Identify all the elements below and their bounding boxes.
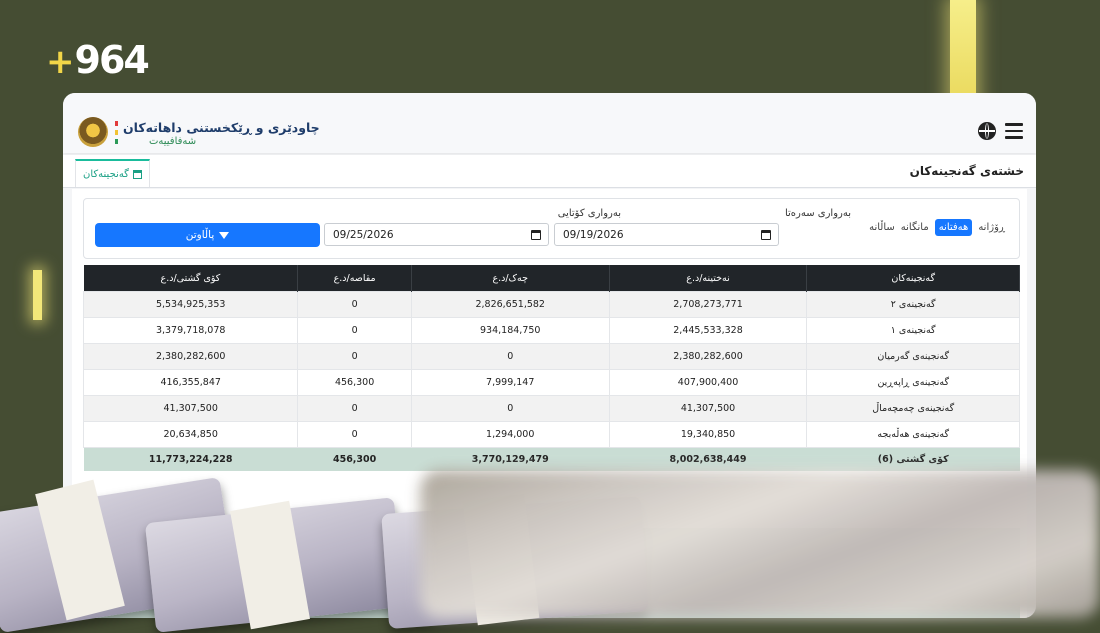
language-globe-icon[interactable] (978, 122, 996, 140)
table-cell: 0 (410, 343, 610, 370)
filter-button[interactable]: پاڵاوتن (95, 223, 320, 247)
period-monthly[interactable]: مانگانە (900, 222, 929, 233)
table-cell: 7,999,147 (410, 369, 610, 396)
table-cell: 0 (297, 343, 412, 370)
table-cell: 0 (410, 395, 610, 422)
hamburger-menu-icon[interactable] (1005, 123, 1023, 139)
start-date-label: بەرواری سەرەتا (784, 208, 851, 219)
background-light-streak (950, 0, 976, 110)
app-header: چاودێری و ڕێکخستنی داهاتەکان شەفافییەت (63, 93, 1036, 153)
table-row: گەنجینەی هەڵەبجە 19,340,850 1,294,000 0 20,6… (82, 421, 1020, 448)
table-row: گەنجینەی گەرمیان 2,380,282,600 0 0 2,380,282… (82, 343, 1020, 370)
kurdistan-emblem-icon (78, 117, 108, 147)
table-cell: گەنجینەی ٢ (806, 291, 1020, 318)
table-row: گەنجینەی ٢ 2,708,273,771 2,826,651,582 0 5,5… (82, 291, 1020, 318)
table-cell: 2,380,282,600 (608, 343, 808, 370)
table-cell: 2,445,533,328 (608, 317, 808, 344)
table-cell: 934,184,750 (410, 317, 610, 344)
table-cell: 0 (297, 291, 412, 318)
table-cell: 2,380,282,600 (82, 343, 299, 370)
period-selector: ڕۆژانە هەفتانە مانگانە ساڵانە (869, 219, 1005, 236)
table-cell: 3,770,129,479 (411, 447, 610, 471)
start-date-input[interactable]: 09/19/2026 (554, 223, 779, 246)
table-cell: 1,294,000 (410, 421, 610, 448)
table-row: گەنجینەی چەمچەماڵ 41,307,500 0 0 41,307,500 (82, 395, 1020, 422)
table-cell: 0 (297, 317, 412, 344)
background-light-streak-left (33, 270, 42, 320)
table-cell: 5,534,925,353 (82, 291, 299, 318)
table-cell: 407,900,400 (608, 369, 808, 396)
table-cell: گەنجینەی ١ (806, 317, 1020, 344)
table-cell: کۆی گشتی (6) (806, 447, 1020, 471)
table-cell: 41,307,500 (82, 395, 299, 422)
calendar-icon[interactable] (531, 230, 541, 240)
filter-panel: ڕۆژانە هەفتانە مانگانە ساڵانە بەرواری سە… (83, 198, 1020, 259)
col-header[interactable]: کۆی گشتی/د.ع (83, 265, 299, 292)
col-header[interactable]: چەک/د.ع (411, 265, 610, 292)
table-cell: 0 (297, 395, 412, 422)
blurred-banknote-image (420, 470, 1100, 618)
app-title: چاودێری و ڕێکخستنی داهاتەکان (123, 120, 320, 135)
bank-icon (132, 169, 142, 179)
col-header[interactable]: مقاصە/د.ع (297, 265, 412, 292)
table-cell: 8,002,638,449 (609, 447, 807, 471)
end-date-input[interactable]: 09/25/2026 (324, 223, 549, 246)
table-cell: 41,307,500 (608, 395, 808, 422)
end-date-label: بەرواری کۆتایی (557, 208, 621, 219)
funnel-icon (219, 231, 230, 239)
table-row: گەنجینەی ڕاپەڕین 407,900,400 7,999,147 456,… (82, 369, 1020, 396)
table-cell: گەنجینەی گەرمیان (806, 343, 1020, 370)
table-cell: 2,826,651,582 (410, 291, 610, 318)
period-daily[interactable]: ڕۆژانە (978, 222, 1005, 233)
col-header[interactable]: نەختینە/د.ع (609, 265, 808, 292)
tab-label: گەنجینەکان (83, 168, 129, 180)
tab-strip: گەنجینەکان (63, 155, 1036, 188)
flag-dots-icon (115, 121, 119, 149)
page-title: خشتەی گەنجینەکان (909, 164, 1024, 178)
channel-logo: +964 (46, 38, 150, 82)
table-cell: گەنجینەی ڕاپەڕین (806, 369, 1020, 396)
calendar-icon[interactable] (761, 230, 771, 240)
table-cell: 2,708,273,771 (608, 291, 808, 318)
table-header-row: گەنجینەکان نەختینە/د.ع چەک/د.ع مقاصە/د.ع… (83, 265, 1020, 292)
table-cell: 11,773,224,228 (83, 447, 298, 471)
table-cell: 456,300 (297, 369, 412, 396)
tab-treasuries[interactable]: گەنجینەکان (75, 159, 150, 187)
table-cell: 416,355,847 (82, 369, 299, 396)
period-yearly[interactable]: ساڵانە (869, 222, 895, 233)
table-row: گەنجینەی ١ 2,445,533,328 934,184,750 0 3,379… (82, 317, 1020, 344)
col-header[interactable]: گەنجینەکان (806, 265, 1020, 292)
table-cell: 19,340,850 (608, 421, 808, 448)
table-cell: گەنجینەی چەمچەماڵ (806, 395, 1020, 422)
treasury-table: گەنجینەکان نەختینە/د.ع چەک/د.ع مقاصە/د.ع… (82, 265, 1020, 471)
app-subtitle: شەفافییەت (149, 136, 197, 147)
table-cell: گەنجینەی هەڵەبجە (806, 421, 1020, 448)
period-weekly[interactable]: هەفتانە (934, 219, 973, 236)
table-cell: 456,300 (297, 447, 412, 471)
table-cell: 0 (297, 421, 412, 448)
table-total-row: کۆی گشتی (6) 8,002,638,449 3,770,129,479 45… (83, 447, 1020, 471)
table-cell: 3,379,718,078 (82, 317, 299, 344)
table-cell: 20,634,850 (82, 421, 299, 448)
